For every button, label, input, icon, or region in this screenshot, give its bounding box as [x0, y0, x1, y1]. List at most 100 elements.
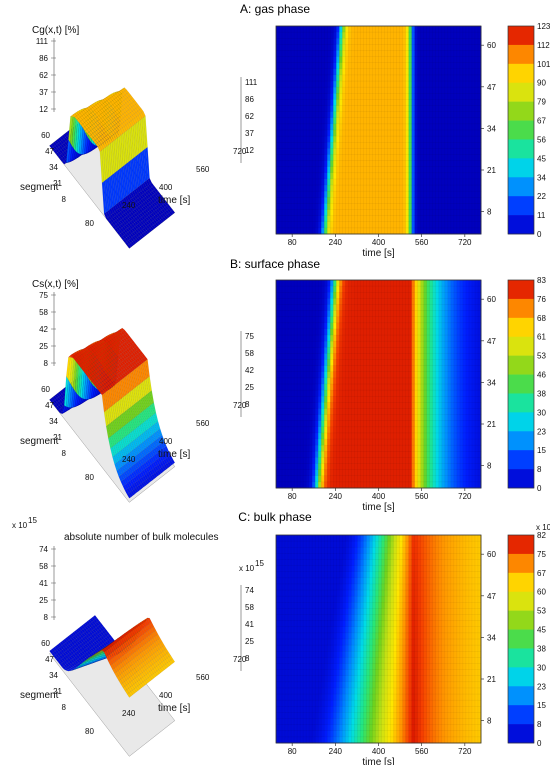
heatmap-cell — [348, 93, 352, 100]
heatmap-cell — [396, 32, 400, 39]
heatmap-cell — [420, 191, 425, 198]
heatmap-cell — [426, 197, 431, 204]
heatmap-cell — [327, 197, 331, 204]
heatmap-cell — [435, 136, 440, 143]
heatmap-cell — [288, 26, 292, 33]
heatmap-cell — [462, 142, 467, 149]
time-axis-label: time [s] — [158, 195, 190, 206]
heatmap-cell — [423, 62, 428, 70]
heatmap-cell — [276, 191, 280, 198]
heatmap-cell — [402, 227, 407, 235]
heatmap-cell — [348, 215, 352, 223]
heatmap-cell — [477, 74, 482, 82]
heatmap-cell — [390, 160, 394, 168]
heatmap-cell — [399, 50, 404, 57]
heatmap-cell — [387, 81, 391, 88]
heatmap-cell — [420, 209, 425, 217]
heatmap-cell — [447, 44, 452, 51]
heatmap-cell — [474, 99, 479, 106]
heatmap-cell — [378, 38, 382, 45]
heatmap-cell — [390, 26, 394, 33]
heatmap-cell — [300, 99, 304, 106]
heatmap-cell — [459, 154, 464, 161]
heatmap-cell — [378, 62, 382, 70]
heatmap-cell — [444, 160, 449, 168]
heatmap-cell — [333, 197, 337, 204]
heatmap-cell — [300, 215, 304, 223]
heatmap-cell — [336, 74, 340, 82]
heatmap-cell — [315, 99, 319, 106]
heatmap-cell — [426, 44, 431, 51]
heatmap-cell — [297, 166, 301, 174]
heatmap-cell — [312, 123, 316, 131]
heatmap-cell — [276, 117, 280, 125]
heatmap-cell — [306, 209, 310, 217]
heatmap-cell — [282, 26, 286, 33]
heatmap-cell — [438, 50, 443, 57]
heatmap-cell — [279, 87, 283, 94]
heatmap-cell — [399, 166, 404, 174]
heatmap-cell — [348, 26, 352, 33]
heatmap-cell — [408, 221, 413, 229]
heatmap-cell — [306, 185, 310, 192]
heatmap-cell — [426, 68, 431, 76]
heatmap-cell — [462, 215, 467, 223]
heatmap-cell — [408, 209, 413, 217]
heatmap-cell — [354, 105, 358, 113]
heatmap-cell — [390, 172, 394, 180]
heatmap-cell — [324, 160, 328, 168]
heatmap-cell — [345, 123, 349, 131]
heatmap-cell — [438, 209, 443, 217]
heatmap-cell — [282, 111, 286, 119]
heatmap-cell — [378, 44, 382, 51]
heatmap-cell — [354, 81, 358, 88]
heatmap-cell — [285, 26, 289, 33]
heatmap-cell — [435, 81, 440, 88]
heatmap-cell — [357, 93, 361, 100]
heatmap-cell — [327, 74, 331, 82]
heatmap-cell — [327, 68, 331, 76]
colorbar-tick-label: 34 — [537, 173, 546, 182]
heatmap-cell — [345, 221, 349, 229]
heatmap-cell — [282, 50, 286, 57]
heatmap-cell — [360, 50, 364, 57]
heatmap-cell — [441, 221, 446, 229]
heatmap-cell — [297, 160, 301, 168]
heatmap-cell — [357, 111, 361, 119]
heatmap-cell — [285, 215, 289, 223]
heatmap-cell — [333, 166, 337, 174]
time-tick-label: 240 — [122, 201, 136, 210]
heatmap-cell — [411, 178, 416, 186]
heatmap-cell — [276, 142, 280, 149]
heatmap-cell — [447, 191, 452, 198]
heatmap-cell — [474, 209, 479, 217]
heatmap-cell — [279, 123, 283, 131]
heatmap-cell — [405, 136, 410, 143]
heatmap-cell — [372, 117, 376, 125]
heatmap-cell — [378, 203, 382, 210]
heatmap-cell — [369, 209, 373, 217]
heatmap-cell — [345, 142, 349, 149]
heatmap-cell — [336, 117, 340, 125]
colorbar-tick-label: 101 — [537, 60, 550, 69]
heatmap-cell — [303, 142, 307, 149]
heatmap-cell — [303, 209, 307, 217]
heatmap-cell — [366, 191, 370, 198]
heatmap-cell — [339, 32, 343, 39]
heatmap-cell — [423, 87, 428, 94]
heatmap-cell — [297, 178, 301, 186]
heatmap-cell — [279, 215, 283, 223]
heatmap-cell — [462, 178, 467, 186]
heatmap-cell — [420, 136, 425, 143]
heatmap-cell — [381, 142, 385, 149]
heatmap-cell — [294, 215, 298, 223]
heatmap-cell — [282, 178, 286, 186]
heatmap-cell — [399, 203, 404, 210]
heatmap-cell — [288, 111, 292, 119]
heatmap-cell — [336, 136, 340, 143]
heatmap-cell — [297, 56, 301, 64]
heatmap-cell — [384, 154, 388, 161]
heatmap-cell — [393, 215, 397, 223]
heatmap-cell — [333, 148, 337, 155]
heatmap-cell — [330, 227, 334, 235]
